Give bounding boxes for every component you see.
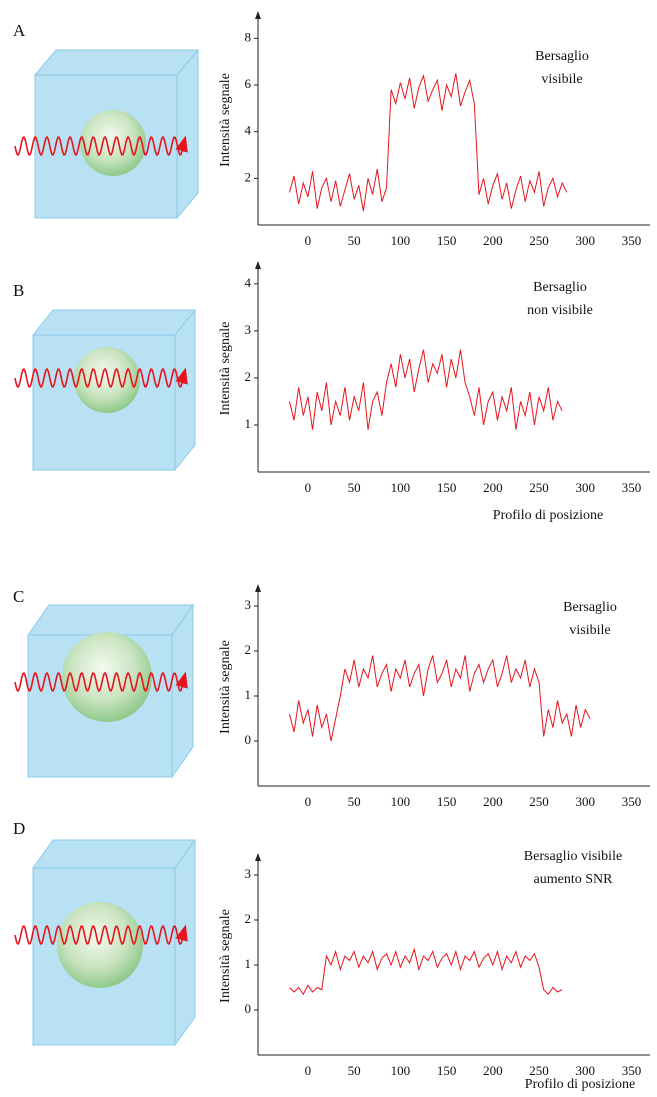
x-tick-label: 0 — [305, 480, 312, 495]
y-tick-label: 0 — [245, 732, 252, 747]
panel-label: B — [13, 281, 24, 300]
y-axis-label: Intensità segnale — [218, 909, 233, 1003]
cube-side — [176, 48, 199, 220]
sphere — [57, 902, 143, 988]
x-axis-label: Profilo di posizione — [493, 508, 603, 523]
wave — [14, 135, 188, 157]
y-axis-label: Intensità segnale — [218, 322, 233, 416]
x-tick-label: 300 — [576, 233, 596, 248]
x-tick-label: 150 — [437, 233, 457, 248]
x-tick-label: 350 — [622, 480, 642, 495]
x-tick-label: 250 — [529, 1063, 549, 1078]
sphere — [80, 110, 146, 176]
panel-label: A — [13, 21, 26, 40]
x-tick-label: 50 — [348, 233, 361, 248]
diagrams — [14, 48, 200, 1047]
wave — [14, 671, 188, 693]
x-tick-label: 350 — [622, 1063, 642, 1078]
annotation: non visibile — [527, 303, 593, 318]
y-axis-label: Intensità segnale — [218, 640, 233, 734]
cube-side — [174, 838, 196, 1047]
x-tick-label: 200 — [483, 480, 503, 495]
y-tick-label: 2 — [245, 911, 252, 926]
x-tick-label: 150 — [437, 480, 457, 495]
annotation: Bersaglio — [533, 280, 587, 295]
x-tick-label: 100 — [391, 1063, 411, 1078]
y-tick-label: 2 — [245, 169, 252, 184]
y-tick-label: 0 — [245, 1001, 252, 1016]
y-tick-label: 2 — [245, 642, 252, 657]
signal-line — [288, 655, 591, 742]
x-tick-label: 250 — [529, 794, 549, 809]
wave — [14, 367, 188, 389]
annotation: Bersaglio — [563, 600, 617, 615]
cube-top — [33, 49, 200, 76]
y-axis-label: Intensità segnale — [218, 73, 233, 167]
x-tick-label: 0 — [305, 1063, 312, 1078]
x-tick-label: 150 — [437, 794, 457, 809]
cube-top — [31, 309, 197, 336]
x-tick-label: 300 — [576, 794, 596, 809]
x-tick-label: 250 — [529, 233, 549, 248]
signal-line — [288, 73, 568, 212]
x-tick-label: 100 — [391, 233, 411, 248]
x-tick-label: 50 — [348, 480, 361, 495]
y-tick-label: 6 — [245, 76, 252, 91]
x-tick-label: 300 — [576, 480, 596, 495]
x-tick-label: 100 — [391, 794, 411, 809]
x-tick-label: 50 — [348, 794, 361, 809]
x-tick-label: 100 — [391, 480, 411, 495]
x-tick-label: 200 — [483, 1063, 503, 1078]
signal-line — [288, 349, 563, 430]
y-tick-label: 1 — [245, 416, 252, 431]
y-tick-label: 3 — [245, 866, 252, 881]
y-tick-label: 8 — [245, 29, 252, 44]
x-tick-label: 350 — [622, 794, 642, 809]
y-tick-label: 4 — [245, 275, 252, 290]
y-tick-label: 4 — [245, 123, 252, 138]
y-tick-label: 3 — [245, 597, 252, 612]
x-tick-label: 0 — [305, 233, 312, 248]
y-tick-label: 3 — [245, 322, 252, 337]
annotation: aumento SNR — [534, 872, 614, 887]
signal-line — [289, 947, 563, 996]
annotation: Bersaglio — [535, 49, 589, 64]
cube-side — [171, 603, 194, 779]
x-tick-label: 50 — [348, 1063, 361, 1078]
cube-top — [27, 604, 194, 636]
x-axis-label: Profilo di posizione — [525, 1077, 635, 1092]
x-tick-label: 200 — [483, 233, 503, 248]
y-tick-label: 1 — [245, 956, 252, 971]
x-tick-label: 300 — [576, 1063, 596, 1078]
x-tick-label: 250 — [529, 480, 549, 495]
x-tick-label: 200 — [483, 794, 503, 809]
panel-label: D — [13, 819, 25, 838]
wave — [14, 924, 188, 946]
x-tick-label: 0 — [305, 794, 312, 809]
x-tick-label: 350 — [622, 233, 642, 248]
annotation: visibile — [541, 72, 582, 87]
y-tick-label: 2 — [245, 369, 252, 384]
cube-top — [32, 839, 196, 869]
cube-side — [174, 308, 196, 472]
sphere — [74, 347, 140, 413]
panel-label: C — [13, 587, 24, 606]
x-tick-label: 150 — [437, 1063, 457, 1078]
y-tick-label: 1 — [245, 687, 252, 702]
annotation: Bersaglio visibile — [524, 849, 622, 864]
annotation: visibile — [569, 623, 610, 638]
